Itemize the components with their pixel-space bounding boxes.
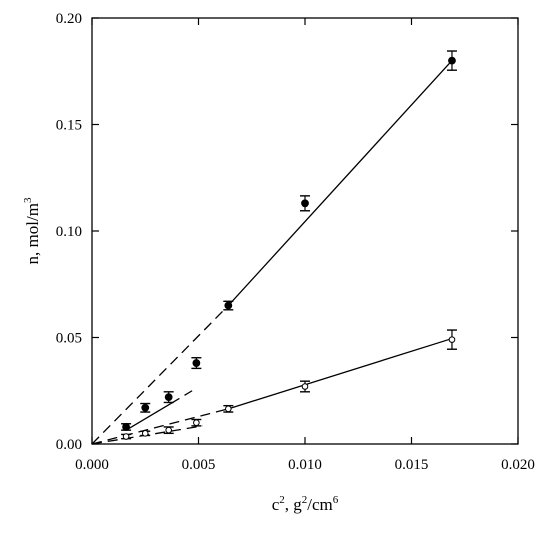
x-axis-title-base: c bbox=[272, 495, 280, 514]
fit-line-3 bbox=[125, 402, 172, 431]
marker-open-circle bbox=[225, 405, 232, 413]
fit-line-2 bbox=[227, 60, 453, 306]
x-tick-label: 0.005 bbox=[182, 457, 216, 473]
fit-line-1 bbox=[91, 305, 229, 445]
marker-open-circle bbox=[122, 433, 130, 440]
data-point-s1-4 bbox=[191, 357, 202, 370]
marker-filled-circle bbox=[192, 359, 201, 367]
data-point-s2-2 bbox=[140, 430, 151, 437]
fit-line-4 bbox=[170, 390, 193, 405]
x-axis-title-units-sup2: 6 bbox=[333, 494, 339, 506]
x-axis-title-units-sup: 2 bbox=[302, 494, 308, 506]
y-tick-label: 0.05 bbox=[56, 331, 82, 347]
data-point-s1-7 bbox=[446, 50, 457, 71]
data-point-s2-7 bbox=[446, 329, 457, 350]
data-point-s1-3 bbox=[163, 391, 174, 404]
marker-filled-circle bbox=[448, 56, 456, 65]
fit-line-6 bbox=[228, 337, 453, 410]
fit-line-5 bbox=[91, 408, 229, 445]
marker-filled-circle bbox=[141, 403, 150, 412]
x-tick-label: 0.020 bbox=[501, 457, 535, 473]
x-tick-label: 0.015 bbox=[395, 457, 429, 473]
marker-filled-circle bbox=[122, 423, 130, 431]
data-point-s1-2 bbox=[140, 402, 151, 413]
marker-open-circle bbox=[448, 336, 456, 343]
marker-open-circle bbox=[193, 419, 200, 427]
marker-open-circle bbox=[141, 430, 149, 437]
data-point-s1-5 bbox=[223, 300, 234, 311]
data-point-s2-4 bbox=[191, 418, 202, 427]
data-point-s1-6 bbox=[300, 195, 310, 212]
data-point-s2-1 bbox=[121, 433, 132, 440]
x-axis-title-units-mid: /cm bbox=[307, 495, 333, 514]
y-axis-title-text: n, mol/m bbox=[23, 203, 42, 264]
y-tick-label: 0.10 bbox=[56, 224, 82, 240]
x-tick-label: 0.000 bbox=[75, 457, 109, 473]
x-axis-title: c2, g2/cm6 bbox=[272, 494, 339, 514]
marker-open-circle bbox=[165, 426, 172, 434]
x-axis-title-units: , g bbox=[285, 495, 303, 514]
y-tick-label: 0.15 bbox=[56, 118, 82, 134]
marker-filled-circle bbox=[164, 393, 173, 402]
data-point-s2-3 bbox=[163, 426, 174, 435]
x-tick-label: 0.010 bbox=[288, 457, 322, 473]
data-point-s1-1 bbox=[121, 423, 132, 431]
x-axis-title-base-sup: 2 bbox=[279, 494, 285, 506]
marker-filled-circle bbox=[224, 301, 233, 310]
y-tick-label: 0.20 bbox=[56, 11, 82, 27]
plot-frame bbox=[91, 17, 519, 445]
y-axis-title-sup: 3 bbox=[22, 197, 34, 203]
marker-open-circle bbox=[301, 383, 309, 390]
data-point-s2-5 bbox=[223, 404, 234, 413]
y-axis-title: n, mol/m3 bbox=[22, 197, 42, 264]
marker-filled-circle bbox=[301, 199, 309, 208]
data-point-s2-6 bbox=[300, 380, 310, 393]
y-tick-label: 0.00 bbox=[56, 437, 82, 453]
